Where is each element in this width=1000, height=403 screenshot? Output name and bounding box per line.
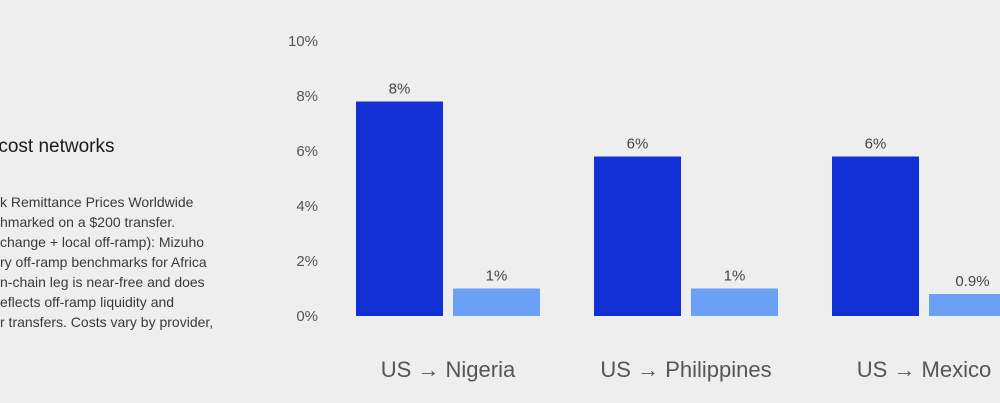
category-label: US → Philippines xyxy=(600,357,771,382)
data-label: 1% xyxy=(486,268,508,285)
y-tick-label: 0% xyxy=(296,308,318,325)
bar-stablecoin xyxy=(691,288,778,316)
data-label: 6% xyxy=(627,136,649,153)
bar-stablecoin xyxy=(929,294,1000,316)
note-line-3: change + local off-ramp): Mizuho xyxy=(0,234,205,250)
bar-traditional xyxy=(356,101,443,316)
note-line-1: k Remittance Prices Worldwide xyxy=(0,194,194,210)
note-line-6: eflects off-ramp liquidity and xyxy=(0,294,175,310)
bar-traditional xyxy=(594,156,681,316)
description-panel: rs -cost networks k Remittance Prices Wo… xyxy=(0,0,290,403)
note-line-5: n-chain leg is near-free and does xyxy=(0,274,205,290)
data-label: 8% xyxy=(389,81,411,98)
data-label: 6% xyxy=(865,136,887,153)
y-tick-label: 6% xyxy=(296,143,318,160)
panel-subheading: -cost networks xyxy=(0,136,115,157)
category-label: US → Nigeria xyxy=(381,357,516,382)
y-tick-label: 4% xyxy=(296,198,318,215)
bar-stablecoin xyxy=(453,288,540,316)
data-label: 1% xyxy=(724,268,746,285)
y-tick-label: 2% xyxy=(296,253,318,270)
y-tick-label: 10% xyxy=(288,33,318,50)
note-line-7: r transfers. Costs vary by provider, xyxy=(0,314,214,330)
category-label: US → Mexico xyxy=(857,357,991,382)
note-line-4: ry off-ramp benchmarks for Africa xyxy=(0,254,207,270)
bar-traditional xyxy=(832,156,919,316)
y-tick-label: 8% xyxy=(296,88,318,105)
data-label: 0.9% xyxy=(955,273,989,290)
note-line-2: hmarked on a $200 transfer. xyxy=(0,214,176,230)
